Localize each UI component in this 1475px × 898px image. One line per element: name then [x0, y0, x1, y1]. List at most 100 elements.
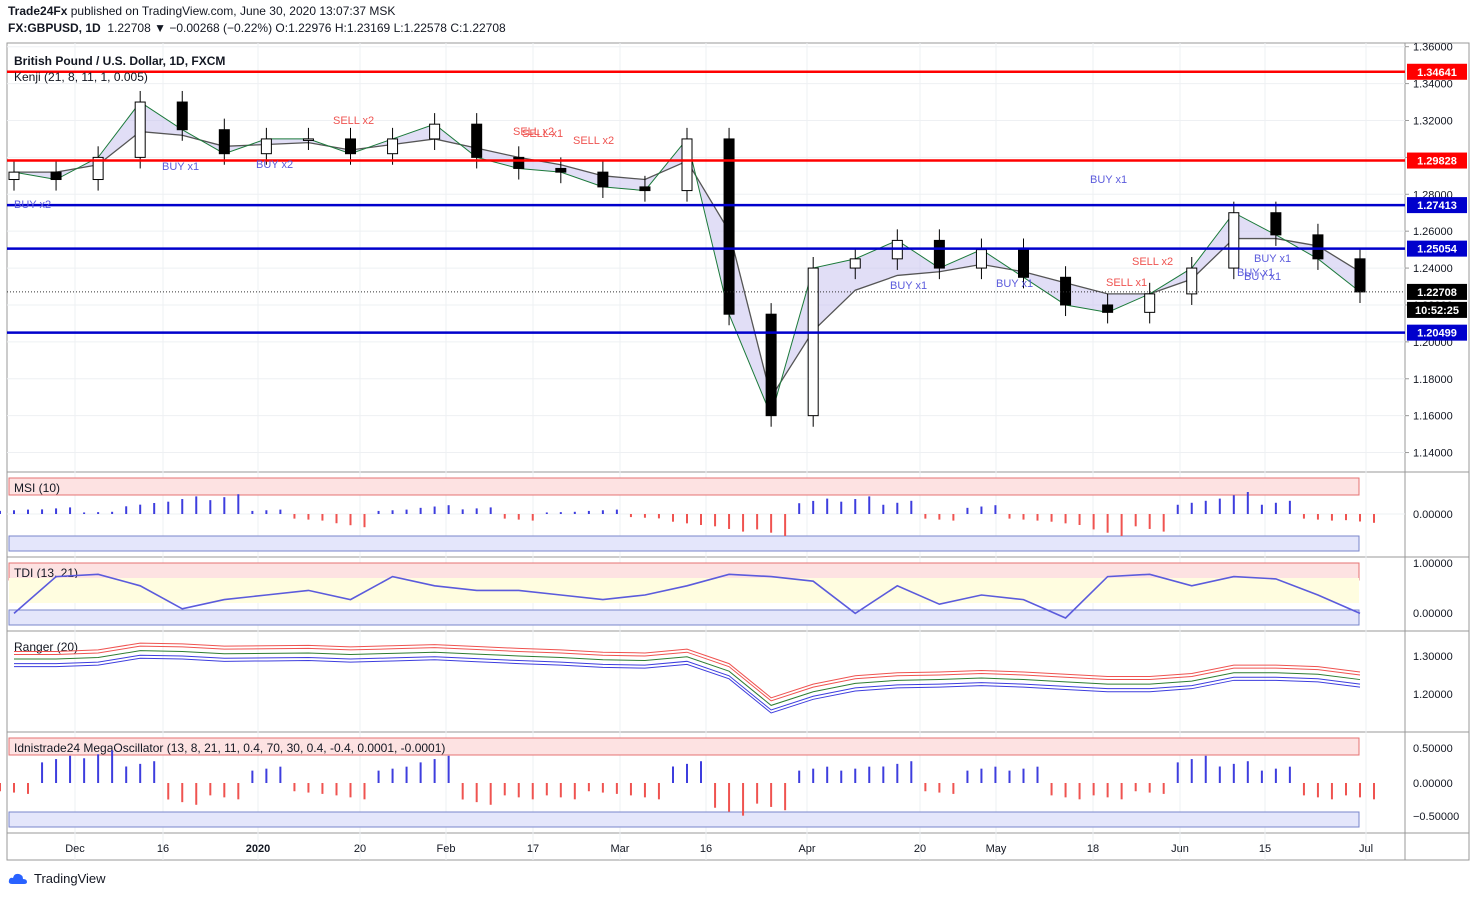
candle	[555, 167, 567, 173]
ranger-y-tick: 1.30000	[1413, 651, 1453, 663]
current-price-label: 1.22708	[1417, 287, 1457, 299]
signal-label-buy: BUY x2	[256, 159, 293, 171]
msi-upper-band	[8, 477, 1360, 496]
l-label: L:	[393, 21, 404, 35]
mega-lower-band	[8, 811, 1360, 828]
signal-label-buy: BUY x1	[996, 278, 1033, 290]
candle	[176, 101, 188, 131]
ranger-line	[14, 642, 1361, 699]
candle	[218, 129, 230, 155]
candle	[975, 249, 987, 269]
main-pane-indicator: Kenji (21, 8, 11, 1, 0.005)	[14, 70, 148, 84]
last-price: 1.22708	[107, 21, 151, 35]
candle	[345, 138, 356, 155]
symbol: FX:GBPUSD, 1D	[8, 21, 101, 35]
signal-label-buy: BUY x1	[890, 280, 927, 292]
candle	[1018, 249, 1029, 278]
main-pane-title: British Pound / U.S. Dollar, 1D, FXCM	[14, 54, 225, 68]
candle	[387, 138, 399, 155]
msi-y-tick: 0.00000	[1413, 509, 1453, 521]
x-tick-label: Feb	[437, 843, 456, 855]
x-tick-label: Dec	[65, 843, 85, 855]
signal-label-buy: BUY x1	[1237, 267, 1274, 279]
signal-label-sell: SELL x1	[522, 128, 563, 140]
h-value: 1.23169	[346, 21, 391, 35]
level-tag-label: 1.34641	[1417, 67, 1457, 79]
candle	[1186, 267, 1198, 295]
x-tick-label: 17	[527, 843, 539, 855]
level-tag-label: 1.29828	[1417, 156, 1457, 168]
x-tick-label: 18	[1087, 843, 1099, 855]
mega-title: Idnistrade24 MegaOscillator (13, 8, 21, …	[14, 741, 445, 755]
x-tick-label: Jul	[1359, 843, 1373, 855]
signal-label-sell: SELL x2	[333, 115, 374, 127]
x-tick-label: 16	[157, 843, 169, 855]
tdi-lower-band	[8, 609, 1360, 626]
candle	[681, 138, 693, 192]
candle	[1228, 212, 1240, 269]
mega-y-tick: 0.00000	[1413, 778, 1453, 790]
candle	[723, 138, 735, 315]
c-value: 1.22708	[462, 21, 506, 35]
y-tick-label: 1.14000	[1413, 448, 1453, 460]
tradingview-cloud-icon	[8, 873, 28, 884]
publisher-line: Trade24Fx published on TradingView.com, …	[8, 4, 395, 18]
candle	[1270, 212, 1282, 236]
candle	[471, 123, 483, 158]
mega-y-tick: −0.50000	[1413, 811, 1459, 823]
publisher-name[interactable]: Trade24Fx	[8, 4, 68, 18]
candle	[765, 313, 777, 417]
tdi-y-tick: 1.00000	[1413, 558, 1453, 570]
signal-label-sell: SELL x2	[573, 135, 614, 147]
y-tick-label: 1.24000	[1413, 263, 1453, 275]
candle	[429, 123, 441, 140]
signal-label-sell: SELL x2	[1132, 256, 1173, 268]
l-value: 1.22578	[403, 21, 447, 35]
level-tag-label: 1.20499	[1417, 328, 1457, 340]
signal-label-buy: BUY x2	[14, 199, 51, 211]
level-tag-label: 1.27413	[1417, 200, 1457, 212]
o-label: O:	[275, 21, 289, 35]
countdown-label: 10:52:25	[1415, 305, 1459, 317]
candle	[597, 171, 609, 188]
x-tick-label: Apr	[798, 843, 815, 855]
signal-label-buy: BUY x1	[1090, 174, 1127, 186]
tdi-line	[13, 573, 1361, 619]
candle	[134, 101, 146, 158]
y-tick-label: 1.32000	[1413, 115, 1453, 127]
x-tick-label: 20	[914, 843, 926, 855]
candle	[1144, 293, 1156, 313]
chart-frame	[6, 42, 1470, 861]
y-tick-label: 1.26000	[1413, 226, 1453, 238]
x-tick-label: 20	[354, 843, 366, 855]
level-tag	[1407, 152, 1467, 169]
candle	[849, 258, 861, 269]
msi-lower-band	[8, 535, 1360, 552]
change-value: −0.00268 (−0.22%)	[169, 21, 273, 35]
current-price-tag	[1407, 283, 1467, 300]
tradingview-logo[interactable]: TradingView	[8, 871, 106, 886]
ranger-y-tick: 1.20000	[1413, 689, 1453, 701]
y-tick-label: 1.36000	[1413, 42, 1453, 54]
candle	[1102, 304, 1114, 313]
candle	[260, 138, 272, 155]
x-tick-label: 15	[1259, 843, 1271, 855]
level-tag	[1407, 324, 1467, 341]
c-label: C:	[450, 21, 463, 35]
level-tag	[1407, 197, 1467, 214]
ranger-title: Ranger (20)	[14, 640, 78, 654]
level-tag	[1407, 240, 1467, 257]
msi-title: MSI (10)	[14, 481, 60, 495]
published-text: published on TradingView.com, June 30, 2…	[70, 4, 396, 18]
signal-label-buy: BUY x1	[1244, 271, 1281, 283]
y-tick-label: 1.16000	[1413, 411, 1453, 423]
tdi-upper-band	[8, 562, 1360, 581]
footer-brand: TradingView	[34, 871, 106, 886]
h-label: H:	[334, 21, 347, 35]
signal-label-buy: BUY x1	[162, 161, 199, 173]
y-tick-label: 1.34000	[1413, 79, 1453, 91]
level-tag	[1407, 63, 1467, 80]
ranger-line	[14, 657, 1361, 714]
candle	[639, 186, 651, 192]
